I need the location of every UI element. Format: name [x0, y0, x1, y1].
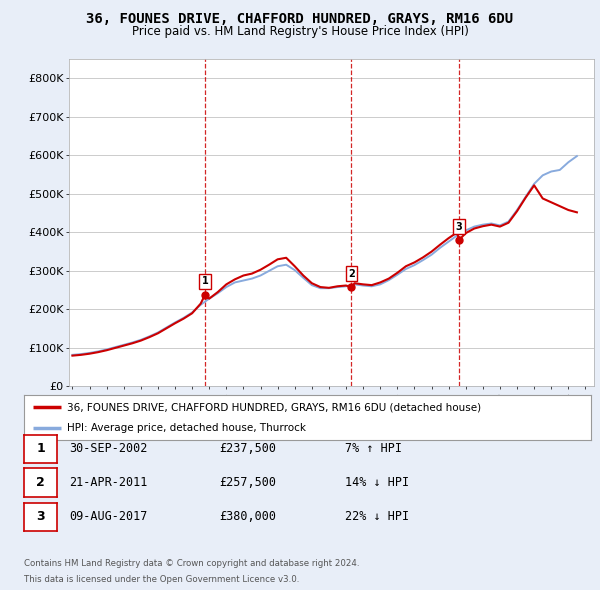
- Text: 1: 1: [36, 442, 45, 455]
- Text: 2: 2: [348, 269, 355, 279]
- Text: 3: 3: [36, 510, 45, 523]
- Text: 3: 3: [455, 222, 462, 232]
- Text: 36, FOUNES DRIVE, CHAFFORD HUNDRED, GRAYS, RM16 6DU (detached house): 36, FOUNES DRIVE, CHAFFORD HUNDRED, GRAY…: [67, 402, 481, 412]
- Text: 14% ↓ HPI: 14% ↓ HPI: [345, 476, 409, 489]
- Text: 2: 2: [36, 476, 45, 489]
- Text: 36, FOUNES DRIVE, CHAFFORD HUNDRED, GRAYS, RM16 6DU: 36, FOUNES DRIVE, CHAFFORD HUNDRED, GRAY…: [86, 12, 514, 26]
- Text: Price paid vs. HM Land Registry's House Price Index (HPI): Price paid vs. HM Land Registry's House …: [131, 25, 469, 38]
- Text: £380,000: £380,000: [219, 510, 276, 523]
- Text: 09-AUG-2017: 09-AUG-2017: [69, 510, 148, 523]
- Text: HPI: Average price, detached house, Thurrock: HPI: Average price, detached house, Thur…: [67, 422, 305, 432]
- Text: Contains HM Land Registry data © Crown copyright and database right 2024.: Contains HM Land Registry data © Crown c…: [24, 559, 359, 568]
- Text: 21-APR-2011: 21-APR-2011: [69, 476, 148, 489]
- Text: £257,500: £257,500: [219, 476, 276, 489]
- Text: 7% ↑ HPI: 7% ↑ HPI: [345, 442, 402, 455]
- Text: 22% ↓ HPI: 22% ↓ HPI: [345, 510, 409, 523]
- Text: This data is licensed under the Open Government Licence v3.0.: This data is licensed under the Open Gov…: [24, 575, 299, 584]
- Text: 30-SEP-2002: 30-SEP-2002: [69, 442, 148, 455]
- Text: 1: 1: [202, 277, 208, 287]
- Text: £237,500: £237,500: [219, 442, 276, 455]
